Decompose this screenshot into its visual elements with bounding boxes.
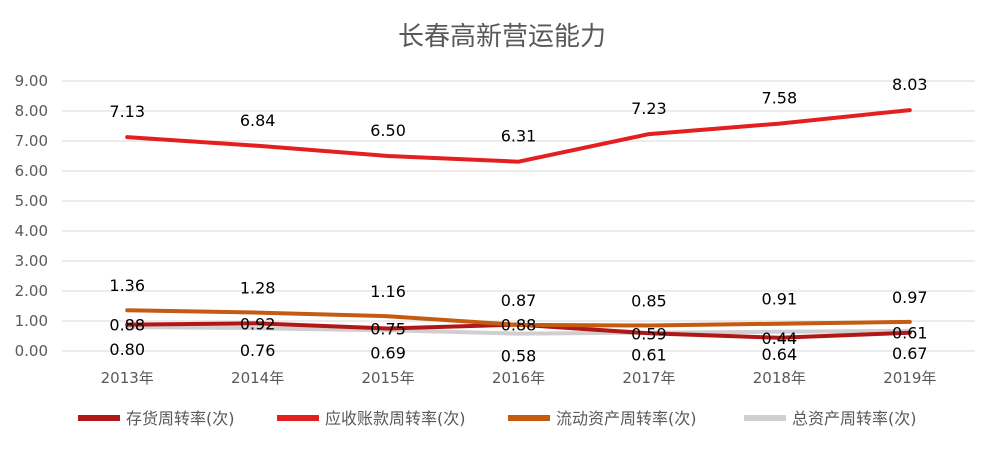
x-tick-label: 2015年 <box>361 369 414 387</box>
x-tick-label: 2014年 <box>231 369 284 387</box>
data-label: 0.88 <box>501 316 537 335</box>
series-line-3 <box>125 325 912 336</box>
data-label: 1.28 <box>240 279 276 298</box>
data-label: 7.13 <box>109 102 145 121</box>
x-tick-label: 2018年 <box>753 369 806 387</box>
legend-item-label: 存货周转率(次) <box>126 409 235 428</box>
legend: 存货周转率(次) 应收账款周转率(次) 流动资产周转率(次) 总资产周转率(次) <box>78 409 917 428</box>
data-label: 0.92 <box>240 314 276 333</box>
y-tick-label: 8.00 <box>15 102 48 120</box>
y-tick-label: 4.00 <box>15 222 48 240</box>
y-tick-label: 7.00 <box>15 132 48 150</box>
chart-title: 长春高新营运能力 <box>398 22 606 52</box>
data-label: 0.97 <box>892 288 928 307</box>
data-label: 6.31 <box>501 127 537 146</box>
y-tick-label: 0.00 <box>15 342 48 360</box>
data-label: 1.16 <box>370 282 406 301</box>
data-label: 0.61 <box>892 324 928 343</box>
data-label: 0.61 <box>631 346 667 365</box>
data-label: 6.84 <box>240 111 276 130</box>
series-line-2 <box>125 308 912 328</box>
y-tick-label: 1.00 <box>15 312 48 330</box>
y-tick-label: 9.00 <box>15 72 48 90</box>
data-label: 0.80 <box>109 340 145 359</box>
data-label: 0.58 <box>501 347 537 366</box>
data-label: 0.69 <box>370 343 406 362</box>
data-label: 0.85 <box>631 292 667 311</box>
data-label: 0.87 <box>501 291 537 310</box>
series-line-1 <box>125 108 912 164</box>
y-tick-label: 6.00 <box>15 162 48 180</box>
y-tick-label: 2.00 <box>15 282 48 300</box>
data-label: 0.64 <box>762 345 798 364</box>
data-label: 8.03 <box>892 75 928 94</box>
x-axis-ticks: 2013年 2014年 2015年 2016年 2017年 2018年 2019年 <box>101 369 937 387</box>
y-tick-label: 5.00 <box>15 192 48 210</box>
x-tick-label: 2017年 <box>622 369 675 387</box>
data-label: 1.36 <box>109 276 145 295</box>
data-label: 0.67 <box>892 344 928 363</box>
data-label: 7.58 <box>762 89 798 108</box>
x-tick-label: 2019年 <box>883 369 936 387</box>
data-label: 6.50 <box>370 121 406 140</box>
data-labels: 0.88 0.92 0.75 0.88 0.59 0.44 0.61 7.13 6.84 6.50… <box>109 75 927 366</box>
data-label: 0.76 <box>240 341 276 360</box>
series-lines <box>125 108 912 340</box>
legend-item-label: 流动资产周转率(次) <box>556 409 697 428</box>
data-label: 7.23 <box>631 99 667 118</box>
grid-lines <box>62 80 975 352</box>
x-tick-label: 2013年 <box>101 369 154 387</box>
legend-item-label: 总资产周转率(次) <box>792 409 917 428</box>
legend-item-label: 应收账款周转率(次) <box>325 409 466 428</box>
y-tick-label: 3.00 <box>15 252 48 270</box>
x-tick-label: 2016年 <box>492 369 545 387</box>
data-label: 0.44 <box>762 329 798 348</box>
data-label: 0.75 <box>370 320 406 339</box>
y-axis-ticks: 0.00 1.00 2.00 3.00 4.00 5.00 6.00 7.00 8.00 9.00 <box>15 72 48 360</box>
data-label: 0.88 <box>109 316 145 335</box>
data-label: 0.91 <box>762 290 798 309</box>
data-label: 0.59 <box>631 324 667 343</box>
